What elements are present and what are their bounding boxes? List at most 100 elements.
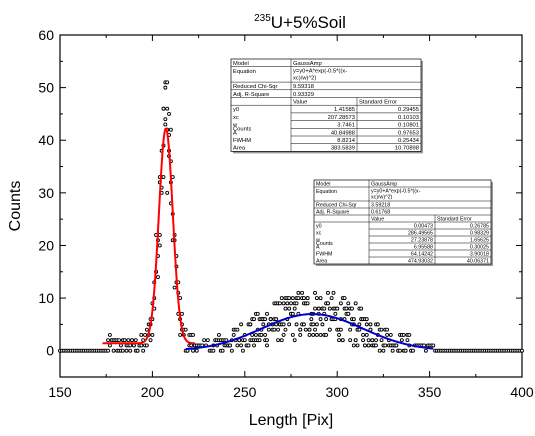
data-point	[314, 322, 319, 327]
data-point	[390, 348, 395, 353]
x-tick-label: 200	[141, 384, 165, 400]
data-point	[364, 317, 369, 322]
data-point	[180, 311, 184, 316]
data-point	[305, 301, 310, 306]
data-point	[191, 332, 196, 337]
data-point	[119, 343, 123, 348]
data-point	[368, 322, 373, 327]
data-point	[263, 317, 268, 322]
data-point	[377, 348, 382, 353]
fit-results-table-2: Model GaussAmp Equation y=y0+A*exp(-0.5*((x…	[313, 179, 493, 266]
data-point	[261, 322, 266, 327]
table-counts-label: Counts	[316, 241, 333, 247]
data-point	[301, 322, 306, 327]
data-point	[265, 311, 269, 316]
data-point	[398, 348, 402, 353]
data-point	[148, 338, 153, 343]
table-cell: 474.93032	[408, 258, 433, 264]
data-point	[235, 327, 240, 332]
data-point	[252, 343, 256, 348]
data-point	[272, 327, 277, 332]
data-point	[337, 338, 341, 343]
data-point	[255, 311, 260, 316]
table-cell: 0.00473	[414, 223, 433, 229]
table-cell: y=y0+A*exp(-0.5*((x-xc)/w)^2)	[371, 188, 421, 200]
data-point	[131, 343, 136, 348]
data-point	[107, 332, 112, 337]
data-point	[144, 327, 149, 332]
data-point	[333, 311, 338, 316]
data-point	[139, 343, 144, 348]
data-point	[407, 332, 412, 337]
table-cell: Standard Error	[437, 216, 472, 222]
table-cell: Reduced Chi-Sqr	[233, 84, 278, 90]
data-point	[327, 306, 332, 311]
data-point	[309, 317, 314, 322]
table-cell: 3.7461	[337, 123, 355, 129]
table-cell: 0.93329	[293, 92, 314, 98]
data-point	[279, 338, 284, 343]
table-cell-line: xc)/w)^2)	[371, 195, 393, 201]
table-cell: 64.14242	[411, 251, 433, 257]
table-cell: 1.41585	[334, 107, 355, 113]
data-point	[241, 348, 245, 353]
data-point	[294, 301, 299, 306]
y-tick-label: 10	[38, 290, 54, 306]
data-point	[285, 301, 290, 306]
table-cell: 0.25434	[398, 138, 420, 144]
data-point	[144, 343, 149, 348]
data-point	[300, 290, 305, 295]
data-point	[329, 296, 334, 301]
data-point	[342, 296, 347, 301]
data-point	[242, 338, 247, 343]
table-cell: 3.90018	[470, 251, 489, 257]
data-point	[229, 348, 234, 353]
data-point	[163, 85, 168, 90]
data-point	[163, 122, 168, 127]
data-point	[301, 296, 306, 301]
data-point	[337, 332, 341, 337]
data-point	[374, 338, 378, 343]
data-point	[266, 327, 271, 332]
data-point	[348, 327, 353, 332]
data-point	[231, 332, 236, 337]
table-cell: y0	[233, 107, 239, 113]
y-tick-label: 50	[38, 80, 54, 96]
table-cell: Equation	[316, 189, 337, 195]
data-point	[211, 348, 216, 353]
data-point	[305, 296, 310, 301]
data-point	[246, 343, 251, 348]
data-point	[314, 332, 319, 337]
table-cell: Equation	[233, 69, 256, 75]
fit-curves	[102, 127, 434, 351]
table-cell: 27.23878	[411, 237, 433, 243]
data-point	[268, 317, 273, 322]
data-point	[194, 348, 199, 353]
table-cell: 3.59218	[371, 202, 390, 208]
data-point	[423, 348, 428, 353]
table-cell: w	[316, 237, 320, 243]
data-point	[385, 327, 390, 332]
data-point	[388, 332, 393, 337]
data-point	[124, 348, 129, 353]
data-point	[202, 338, 207, 343]
data-point	[361, 332, 366, 337]
data-point	[263, 332, 268, 337]
data-point	[383, 343, 388, 348]
data-point	[311, 332, 316, 337]
data-point	[350, 306, 354, 311]
x-tick-label: 150	[48, 384, 72, 400]
table-cell-line: xc)/w)^2)	[293, 75, 316, 81]
table-cell: 1.65625	[470, 237, 489, 243]
chart-title-main: U+5%Soil	[271, 13, 346, 32]
data-point	[374, 343, 378, 348]
data-point	[359, 306, 364, 311]
data-point	[276, 338, 281, 343]
data-point	[216, 332, 221, 337]
data-point	[257, 338, 262, 343]
data-point	[133, 338, 138, 343]
data-point	[327, 327, 332, 332]
table-cell: 0.26785	[470, 223, 489, 229]
table-cell: A	[233, 130, 237, 136]
table-cell: Value	[293, 100, 307, 106]
